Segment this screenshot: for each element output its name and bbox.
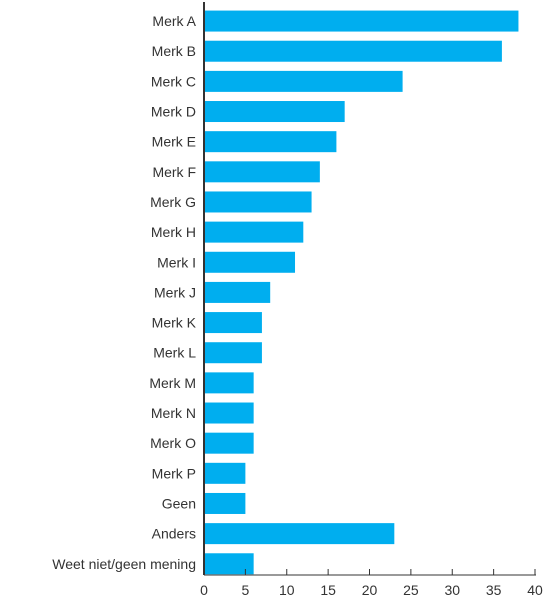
category-label: Merk J <box>154 284 196 300</box>
bar-merk-n <box>205 402 254 424</box>
category-label: Merk N <box>151 405 196 421</box>
x-tick-label: 10 <box>279 582 295 598</box>
x-tick-label: 40 <box>527 582 543 598</box>
category-label: Merk F <box>152 164 196 180</box>
x-tick-label: 30 <box>444 582 460 598</box>
x-tick-label: 5 <box>241 582 249 598</box>
category-label: Merk E <box>152 134 196 150</box>
bar-merk-d <box>205 101 345 123</box>
category-label: Anders <box>152 526 196 542</box>
category-label: Merk C <box>151 73 196 89</box>
category-label: Merk K <box>152 315 197 331</box>
category-label: Merk M <box>149 375 196 391</box>
bar-merk-p <box>205 462 246 484</box>
bar-merk-e <box>205 131 337 153</box>
bar-merk-f <box>205 161 320 183</box>
bar-merk-m <box>205 372 254 394</box>
x-tick-label: 35 <box>486 582 502 598</box>
bar-merk-j <box>205 281 271 303</box>
category-label: Merk L <box>153 345 196 361</box>
category-label: Geen <box>162 495 196 511</box>
bar-merk-l <box>205 342 262 364</box>
category-label: Merk A <box>152 13 196 29</box>
category-label: Weet niet/geen mening <box>52 556 196 572</box>
bar-merk-k <box>205 312 262 334</box>
category-label: Merk G <box>150 194 196 210</box>
bar-merk-g <box>205 191 312 213</box>
bar-merk-h <box>205 221 304 243</box>
category-label: Merk H <box>151 224 196 240</box>
bar-merk-c <box>205 70 403 92</box>
category-label: Merk O <box>150 435 196 451</box>
bar-merk-i <box>205 251 296 273</box>
bar-geen <box>205 492 246 514</box>
bar-merk-o <box>205 432 254 454</box>
x-tick-label: 15 <box>320 582 336 598</box>
category-label: Merk I <box>157 254 196 270</box>
bar-merk-a <box>205 10 519 32</box>
bar-anders <box>205 523 395 545</box>
category-labels: Merk A Merk B Merk C Merk D Merk E Merk F Merk… <box>52 13 196 572</box>
bars-layer <box>205 10 519 575</box>
bar-merk-b <box>205 40 502 62</box>
x-tick-label: 20 <box>362 582 378 598</box>
x-tick-label: 0 <box>200 582 208 598</box>
bar-weet-niet-geen-mening <box>205 553 254 575</box>
category-label: Merk D <box>151 104 196 120</box>
category-label: Merk B <box>152 43 196 59</box>
x-axis: 0 5 10 15 20 25 30 35 40 <box>200 2 543 598</box>
category-label: Merk P <box>152 465 196 481</box>
x-tick-label: 25 <box>403 582 419 598</box>
